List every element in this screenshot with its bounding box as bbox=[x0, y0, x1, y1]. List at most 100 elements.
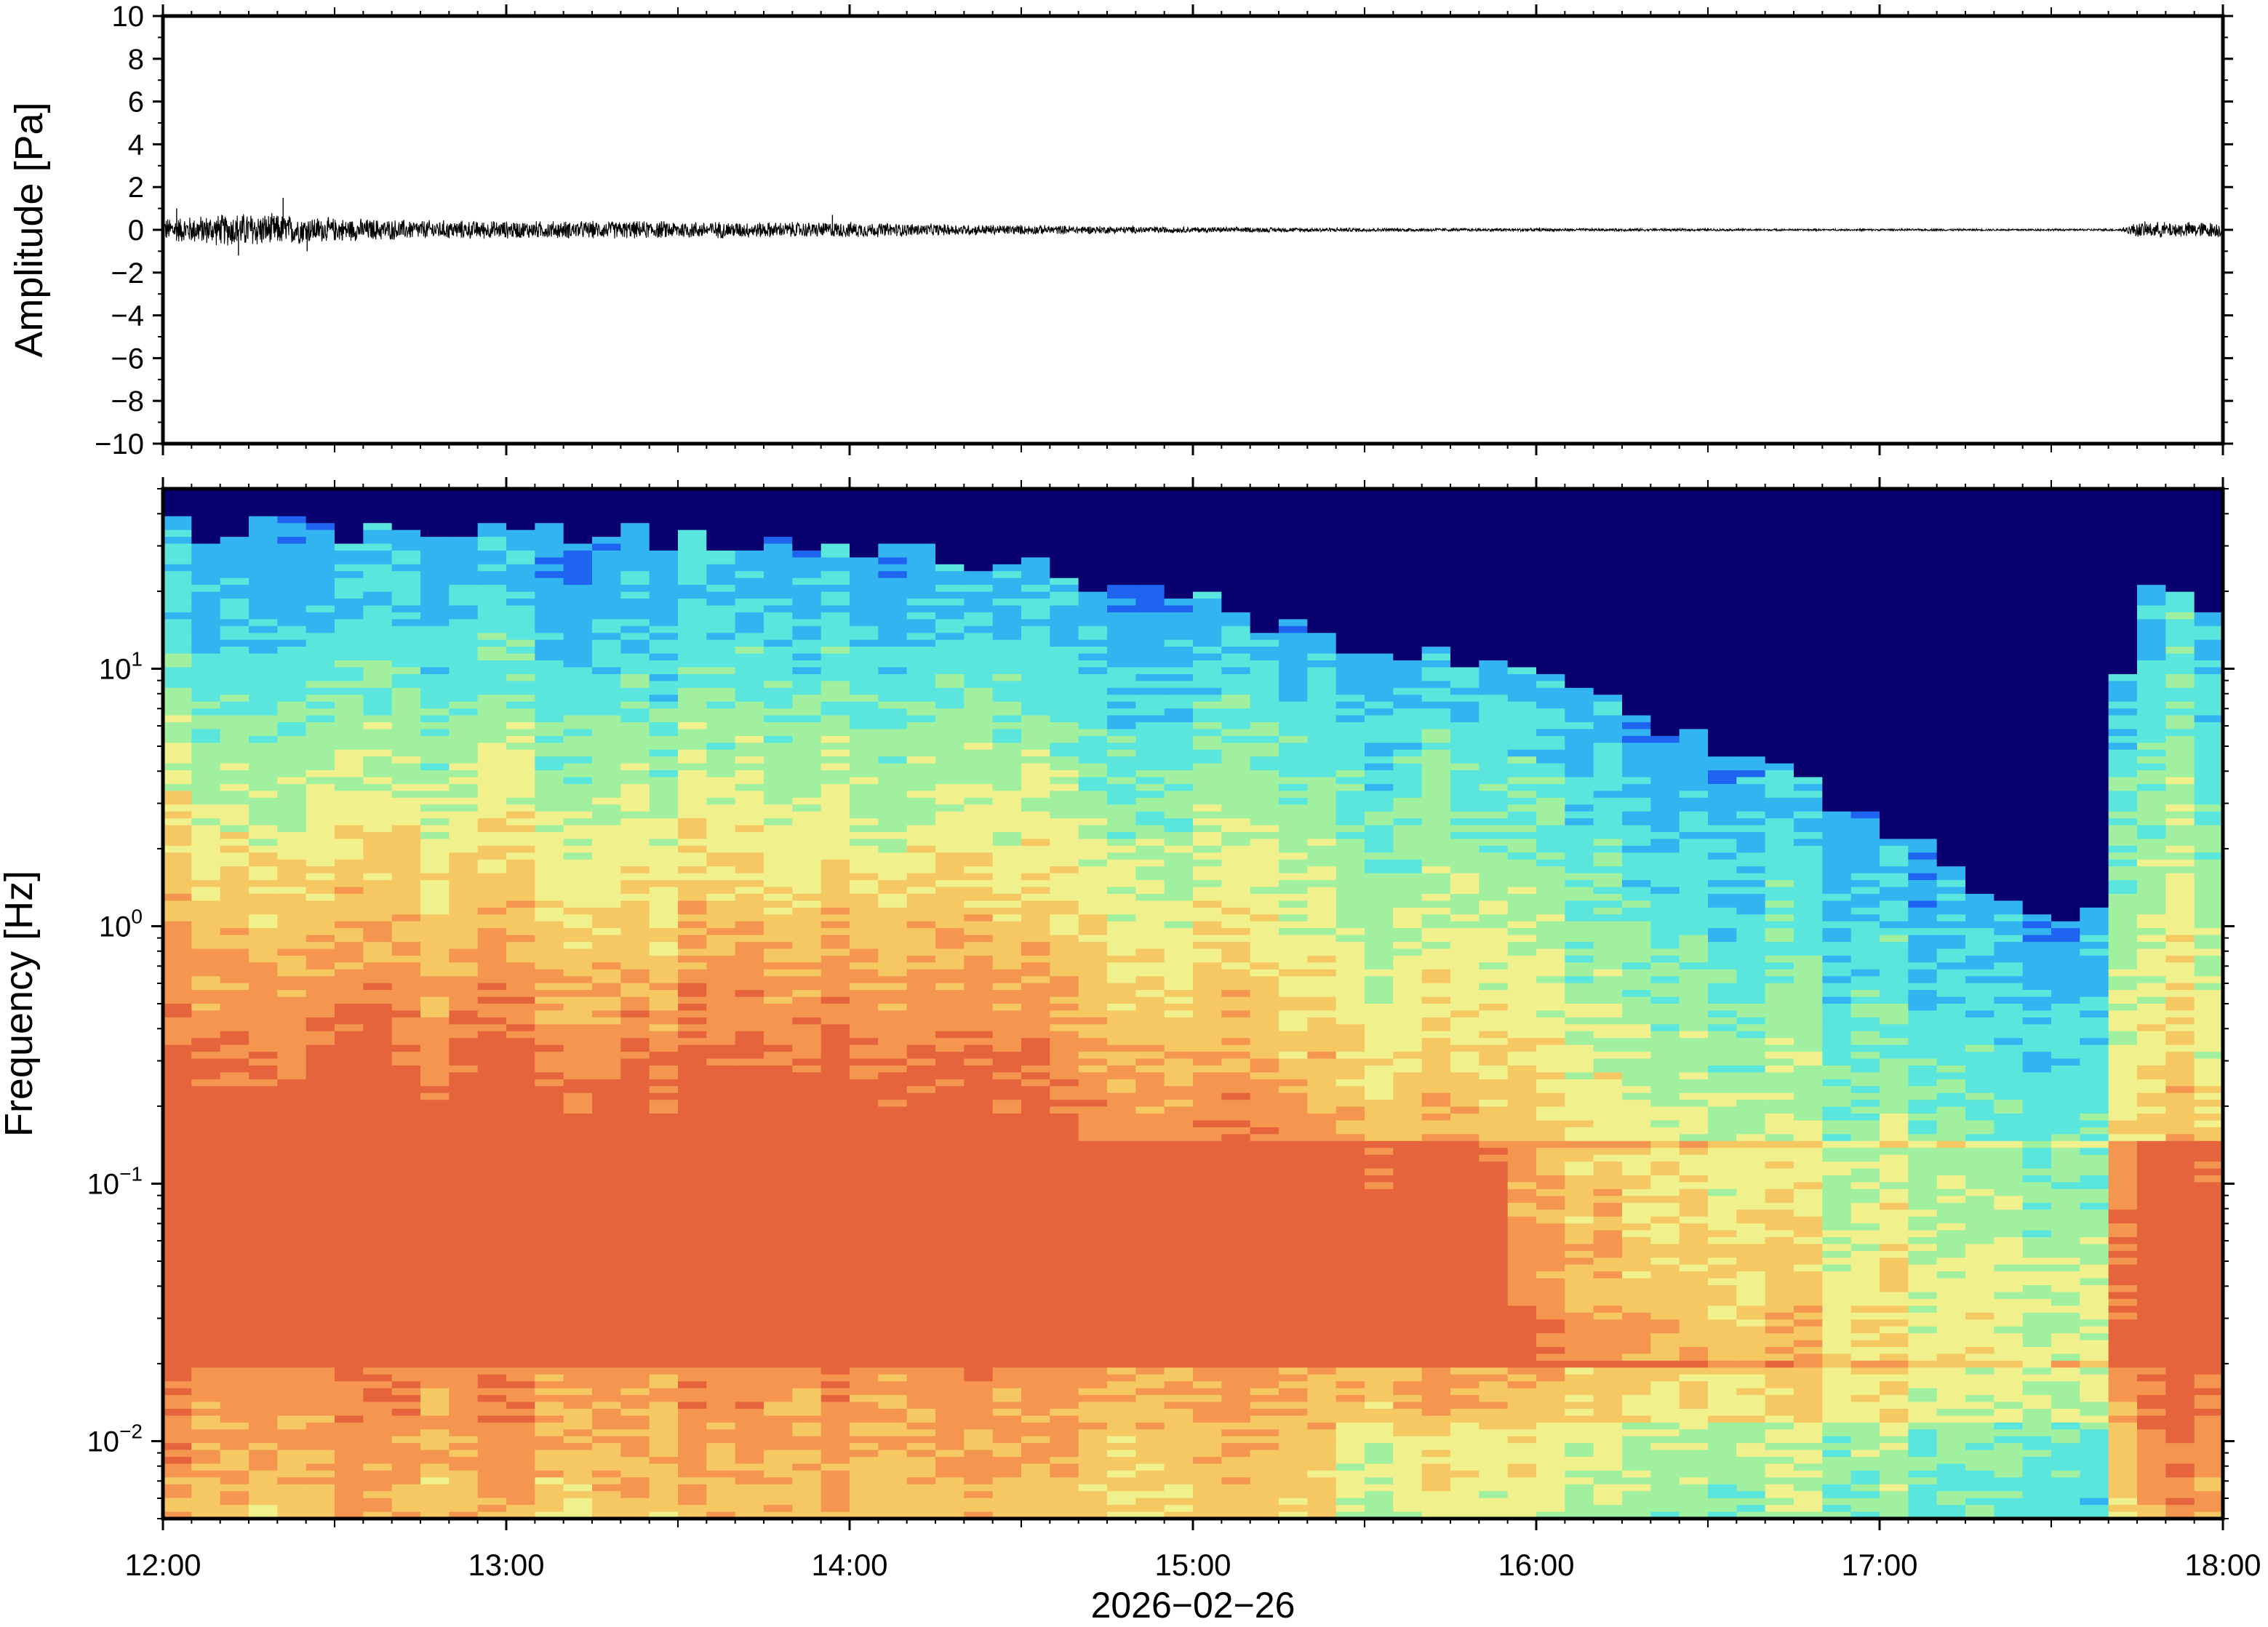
spectrogram-cell bbox=[506, 1409, 535, 1416]
spectrogram-cell bbox=[735, 1244, 764, 1251]
spectrogram-cell bbox=[764, 1093, 793, 1100]
spectrogram-cell bbox=[678, 1471, 707, 1478]
spectrogram-cell bbox=[335, 1388, 364, 1396]
spectrogram-cell bbox=[163, 605, 192, 612]
spectrogram-cell bbox=[163, 1018, 192, 1025]
spectrogram-cell bbox=[735, 1217, 764, 1224]
spectrogram-cell bbox=[850, 495, 879, 503]
spectrogram-cell bbox=[420, 832, 450, 839]
spectrogram-cell bbox=[735, 846, 764, 853]
spectrogram-cell bbox=[650, 1237, 679, 1244]
spectrogram-cell bbox=[535, 1319, 564, 1327]
spectrogram-cell bbox=[478, 1402, 507, 1410]
spectrogram-cell bbox=[1021, 770, 1050, 777]
spectrogram-cell bbox=[1021, 956, 1050, 963]
spectrogram-cell bbox=[964, 1319, 993, 1327]
spectrogram-cell bbox=[706, 1450, 735, 1458]
spectrogram-cell bbox=[191, 962, 220, 970]
spectrogram-cell bbox=[535, 1333, 564, 1340]
spectrogram-cell bbox=[993, 942, 1022, 949]
spectrogram-cell bbox=[163, 1299, 192, 1306]
spectrogram-cell bbox=[335, 667, 364, 674]
spectrogram-cell bbox=[1050, 1114, 1079, 1121]
spectrogram-cell bbox=[850, 860, 879, 867]
spectrogram-cell bbox=[964, 1299, 993, 1306]
spectrogram-cell bbox=[706, 818, 735, 826]
spectrogram-cell bbox=[420, 1463, 450, 1471]
spectrogram-cell bbox=[850, 1415, 879, 1423]
spectrogram-cell bbox=[850, 1114, 879, 1121]
spectrogram-cell bbox=[363, 826, 392, 833]
spectrogram-cell bbox=[964, 874, 993, 881]
spectrogram-cell bbox=[735, 756, 764, 764]
spectrogram-cell bbox=[935, 654, 965, 661]
spectrogram-cell bbox=[735, 626, 764, 633]
spectrogram-cell bbox=[678, 784, 707, 791]
spectrogram-cell bbox=[335, 804, 364, 812]
spectrogram-cell bbox=[964, 818, 993, 826]
spectrogram-cell bbox=[878, 1354, 907, 1361]
spectrogram-cell bbox=[821, 1182, 850, 1189]
spectrogram-cell bbox=[1079, 509, 1108, 516]
spectrogram-cell bbox=[306, 708, 335, 716]
spectrogram-cell bbox=[1021, 852, 1050, 860]
spectrogram-cell bbox=[363, 1313, 392, 1320]
spectrogram-cell bbox=[964, 756, 993, 764]
spectrogram-cell bbox=[706, 571, 735, 578]
spectrogram-cell bbox=[277, 1258, 306, 1265]
spectrogram-cell bbox=[620, 1285, 650, 1292]
spectrogram-cell bbox=[1079, 530, 1108, 537]
spectrogram-cell bbox=[821, 1086, 850, 1093]
spectrogram-cell bbox=[706, 530, 735, 537]
spectrogram-cell bbox=[363, 935, 392, 943]
spectrogram-cell bbox=[1050, 695, 1079, 702]
spectrogram-cell bbox=[735, 1203, 764, 1210]
spectrogram-cell bbox=[220, 1086, 249, 1093]
spectrogram-cell bbox=[678, 1038, 707, 1045]
spectrogram-cell bbox=[964, 1443, 993, 1450]
spectrogram-cell bbox=[764, 1086, 793, 1093]
spectrogram-cell bbox=[449, 695, 478, 702]
spectrogram-cell bbox=[1079, 791, 1108, 798]
spectrogram-cell bbox=[620, 1354, 650, 1361]
spectrogram-cell bbox=[650, 599, 679, 606]
spectrogram-cell bbox=[420, 1471, 450, 1478]
spectrogram-cell bbox=[220, 804, 249, 812]
spectrogram-cell bbox=[735, 530, 764, 537]
spectrogram-cell bbox=[993, 1010, 1022, 1018]
spectrogram-cell bbox=[249, 1079, 278, 1087]
spectrogram-cell bbox=[1079, 764, 1108, 771]
spectrogram-cell bbox=[1021, 1162, 1050, 1169]
spectrogram-cell bbox=[306, 688, 335, 695]
spectrogram-cell bbox=[249, 990, 278, 997]
spectrogram-cell bbox=[735, 1333, 764, 1340]
spectrogram-cell bbox=[1021, 708, 1050, 716]
spectrogram-cell bbox=[220, 942, 249, 949]
spectrogram-cell bbox=[620, 826, 650, 833]
spectrogram-cell bbox=[964, 1395, 993, 1402]
spectrogram-cell bbox=[420, 516, 450, 524]
spectrogram-cell bbox=[1050, 1162, 1079, 1169]
spectrogram-cell bbox=[964, 1327, 993, 1334]
spectrogram-cell bbox=[907, 633, 936, 640]
spectrogram-cell bbox=[191, 839, 220, 846]
spectrogram-cell bbox=[1050, 852, 1079, 860]
spectrogram-cell bbox=[592, 1203, 621, 1210]
spectrogram-cell bbox=[564, 826, 593, 833]
spectrogram-cell bbox=[935, 860, 965, 867]
spectrogram-cell bbox=[907, 503, 936, 510]
spectrogram-cell bbox=[993, 1231, 1022, 1238]
spectrogram-cell bbox=[878, 537, 907, 544]
spectrogram-cell bbox=[1079, 1347, 1108, 1354]
spectrogram-cell bbox=[506, 1024, 535, 1031]
spectrogram-cell bbox=[392, 1196, 421, 1203]
spectrogram-cell bbox=[735, 544, 764, 551]
spectrogram-cell bbox=[363, 914, 392, 922]
spectrogram-cell bbox=[163, 564, 192, 572]
spectrogram-cell bbox=[335, 1402, 364, 1410]
spectrogram-cell bbox=[1050, 1423, 1079, 1430]
spectrogram-cell bbox=[592, 1463, 621, 1471]
spectrogram-cell bbox=[907, 1072, 936, 1079]
spectrogram-cell bbox=[363, 1484, 392, 1492]
spectrogram-cell bbox=[620, 1010, 650, 1018]
